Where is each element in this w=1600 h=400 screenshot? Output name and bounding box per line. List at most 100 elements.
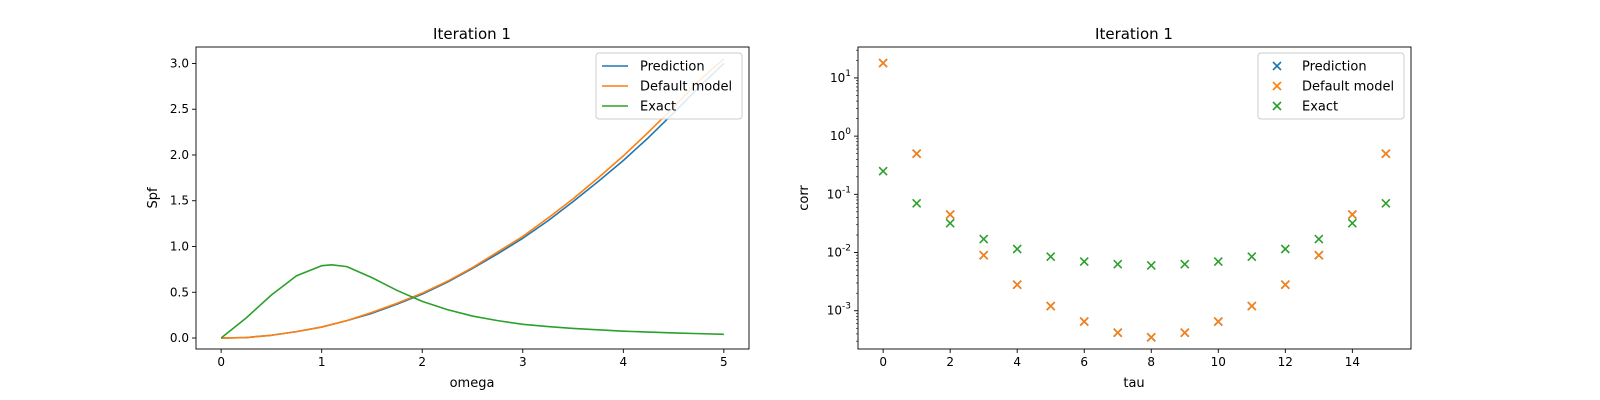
data-point-exact <box>878 166 888 176</box>
data-point-exact-stroke-b <box>1012 244 1022 254</box>
x-tick-label: 0 <box>217 355 225 369</box>
data-point-default-model <box>1280 280 1290 290</box>
data-point-exact <box>1381 198 1391 208</box>
data-point-default-model-stroke-b <box>979 250 989 260</box>
data-point-exact-stroke-b <box>1180 259 1190 269</box>
data-point-exact-stroke-b <box>1113 259 1123 269</box>
data-point-exact-stroke-b <box>1146 260 1156 271</box>
legend-label-default-model: Default model <box>1302 80 1394 95</box>
data-point-default-model <box>1113 328 1123 338</box>
data-point-exact-stroke-b <box>1213 256 1223 267</box>
y-tick-base: 10 <box>827 187 842 201</box>
legend-swatch-default-model <box>1272 81 1282 91</box>
data-point-default-model <box>1012 280 1022 290</box>
x-tick-label: 4 <box>619 355 627 369</box>
data-point-default-model-stroke-b <box>912 149 922 159</box>
legend-box <box>595 52 743 120</box>
data-point-exact <box>1079 256 1089 267</box>
chart-spf-vs-omega: Iteration 1 0 1 2 3 4 5 0.0 0.5 1.0 1.5 2.0 2.5 3.0… <box>146 25 750 391</box>
y-tick-label: 100 <box>830 127 851 143</box>
y-tick-label: 0.0 <box>170 331 189 345</box>
data-point-exact <box>1113 259 1123 269</box>
data-point-exact <box>1046 252 1056 262</box>
chart-title: Iteration 1 <box>433 25 511 43</box>
y-tick-label: 2.5 <box>170 102 189 116</box>
x-axis-label: omega <box>450 376 495 391</box>
data-point-default-model <box>1146 332 1156 342</box>
y-tick-base: 10 <box>827 304 842 318</box>
legend-label-prediction: Prediction <box>640 60 705 75</box>
data-point-default-model-stroke-b <box>1180 328 1190 338</box>
data-point-default-model-stroke-b <box>1079 317 1089 327</box>
series-line-default-model <box>221 58 725 339</box>
data-point-default-model-stroke-b <box>1280 280 1290 290</box>
legend-box <box>1257 52 1405 120</box>
x-tick-label: 5 <box>720 355 728 369</box>
data-point-default-model-stroke-b <box>1247 301 1257 311</box>
chart-corr-vs-tau: Iteration 1 0 2 4 6 8 10 12 14 10-310-210-11001… <box>797 25 1412 391</box>
plot-frame <box>195 46 750 350</box>
y-axis-label: corr <box>797 185 812 211</box>
y-tick-label: 101 <box>830 69 851 85</box>
data-point-default-model-stroke-b <box>1012 280 1022 290</box>
x-tick-label: 2 <box>946 355 954 369</box>
data-point-exact <box>1180 259 1190 269</box>
data-point-exact-stroke-b <box>878 166 888 176</box>
series-line-exact <box>220 264 724 339</box>
y-axis-ticks: 0.0 0.5 1.0 1.5 2.0 2.5 3.0 <box>170 56 196 345</box>
series-points-exact <box>878 166 1391 271</box>
legend-swatch-prediction-stroke-b <box>1272 61 1282 71</box>
data-point-default-model-stroke-b <box>1347 209 1357 220</box>
y-axis-label: Spf <box>146 187 161 209</box>
y-tick-base: 10 <box>830 129 845 143</box>
x-axis-label: tau <box>1123 376 1144 391</box>
y-tick-base: 10 <box>830 71 845 85</box>
legend-swatch-prediction <box>1272 61 1282 71</box>
data-point-exact <box>1247 252 1257 262</box>
x-tick-label: 8 <box>1147 355 1155 369</box>
data-point-default-model <box>1213 317 1223 327</box>
data-point-default-model <box>1046 301 1056 311</box>
data-point-exact-stroke-b <box>1347 218 1357 228</box>
series-layer <box>220 58 725 339</box>
data-point-default-model-stroke-b <box>1213 317 1223 327</box>
x-tick-label: 14 <box>1345 355 1360 369</box>
data-point-exact <box>1347 218 1357 228</box>
x-tick-label: 1 <box>318 355 326 369</box>
data-point-default-model-stroke-b <box>1046 301 1056 311</box>
y-tick-label: 10-1 <box>827 185 851 201</box>
x-tick-label: 12 <box>1278 355 1293 369</box>
y-tick-label: 1.0 <box>170 240 189 254</box>
series-layer <box>878 58 1391 342</box>
legend-label-prediction: Prediction <box>1302 60 1367 75</box>
x-tick-label: 4 <box>1013 355 1021 369</box>
data-point-exact <box>979 234 989 244</box>
data-point-exact-stroke-b <box>945 218 955 228</box>
data-point-default-model <box>979 250 989 260</box>
data-point-default-model-stroke-b <box>1381 149 1391 159</box>
x-tick-label: 0 <box>879 355 887 369</box>
legend-swatch-exact-stroke-b <box>1272 101 1282 111</box>
data-point-default-model <box>1381 149 1391 159</box>
y-tick-label: 10-2 <box>827 244 851 260</box>
y-tick-label: 2.0 <box>170 148 189 162</box>
data-point-exact <box>945 218 955 228</box>
data-point-exact-stroke-b <box>1046 252 1056 262</box>
data-point-default-model <box>912 149 922 159</box>
legend: Prediction Default model Exact <box>595 52 743 120</box>
data-point-exact-stroke-b <box>912 198 922 208</box>
y-tick-exponent: 1 <box>845 69 851 79</box>
series-points-default-model <box>878 58 1391 342</box>
y-tick-exponent: -1 <box>842 185 851 195</box>
y-tick-label: 0.5 <box>170 285 189 299</box>
data-point-exact-stroke-b <box>1280 244 1290 254</box>
data-point-exact <box>1146 260 1156 271</box>
x-tick-label: 2 <box>418 355 426 369</box>
data-point-exact-stroke-b <box>1079 256 1089 267</box>
legend-label-exact: Exact <box>1302 100 1338 115</box>
legend-label-default-model: Default model <box>640 80 732 95</box>
y-tick-exponent: -3 <box>842 302 851 312</box>
data-point-default-model <box>945 209 955 220</box>
data-point-exact-stroke-b <box>1247 252 1257 262</box>
